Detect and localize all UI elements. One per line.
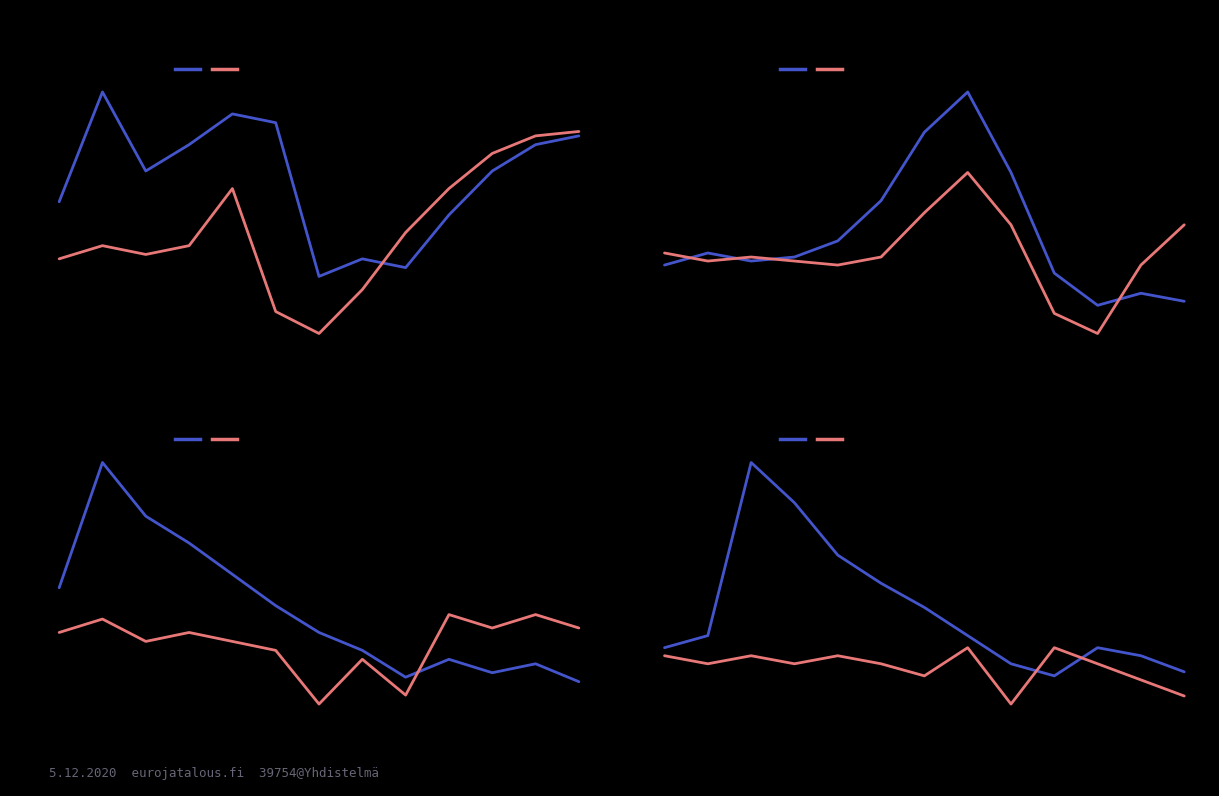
Text: 5.12.2020  eurojatalous.fi  39754@Yhdistelmä: 5.12.2020 eurojatalous.fi 39754@Yhdistel… [49,767,379,780]
Legend: , : , [174,433,239,447]
Legend: , : , [174,63,239,76]
Legend: , : , [780,433,844,447]
Legend: , : , [780,63,844,76]
